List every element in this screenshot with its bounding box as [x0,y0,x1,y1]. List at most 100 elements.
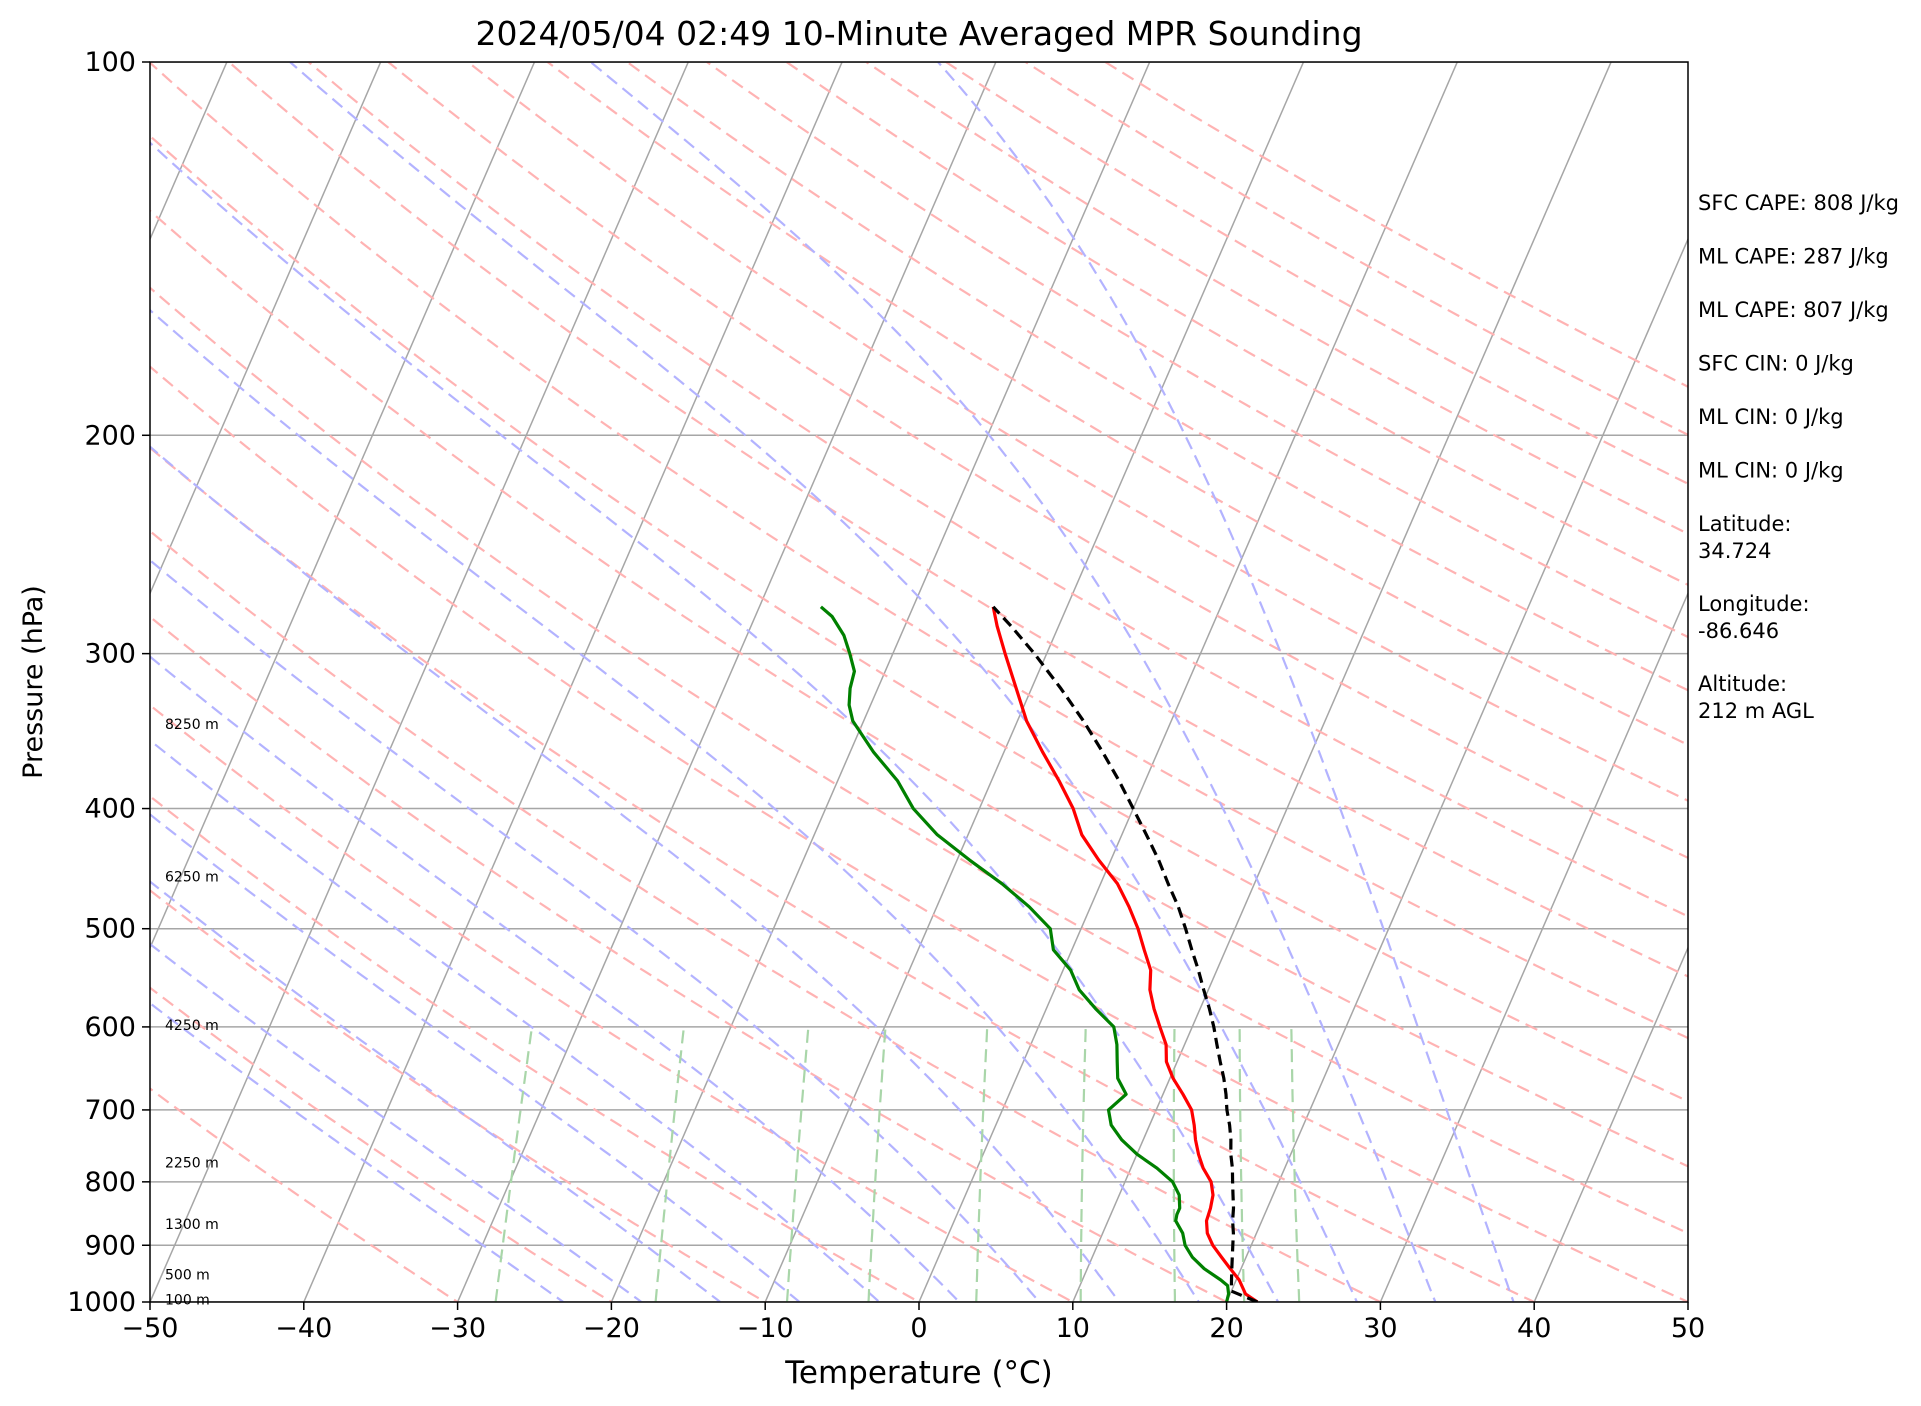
x-tick-label: 20 [1209,1313,1243,1344]
dry-adiabat-line [150,794,922,1302]
height-labels: 100 m 500 m 1300 m 2250 m 4250 m 6250 m 8250 m [165,717,219,1308]
moist-adiabat-line [150,655,961,1302]
y-tick-label: 100 [84,47,136,78]
y-tick-label: 300 [84,639,136,670]
side-panel-entry: SFC CAPE: 808 J/kg [1698,191,1899,215]
dry-adiabat-line [150,986,614,1302]
dry-adiabat-line [150,286,1688,1235]
dry-adiabat-line [150,529,1383,1302]
side-panel: SFC CAPE: 808 J/kg ML CAPE: 287 J/kg ML CA… [1698,191,1899,723]
side-panel-entry: Latitude: 34.724 [1698,512,1792,563]
mixing-ratio-line [975,1026,989,1302]
moist-adiabat-line [150,141,1280,1302]
dry-adiabat-line [466,62,1688,802]
isotherm-line [1533,945,1688,1302]
isotherm-line [1071,62,1612,1302]
side-panel-line: Latitude: [1698,512,1792,536]
y-tick-label: 700 [84,1095,136,1126]
dry-adiabat-line [150,134,1688,1103]
mixing-ratio-line [867,1026,887,1302]
y-tick-label: 800 [84,1167,136,1198]
isotherm-line [918,62,1459,1302]
data-series [819,605,1259,1302]
mixing-ratio-line [1079,1026,1087,1302]
side-panel-line: -86.646 [1698,619,1779,643]
dry-adiabat-line [150,1087,460,1302]
dry-adiabat-line [150,446,1537,1302]
y-tick-label: 200 [84,420,136,451]
isotherm-line [456,62,997,1302]
background-lines [150,62,1688,1302]
x-tick-label: −50 [122,1313,179,1344]
dry-adiabat-line [306,62,1688,918]
dry-adiabat-line [150,62,1688,1040]
y-tick-label: 900 [84,1230,136,1261]
y-tick-label: 600 [84,1012,136,1043]
mixing-ratio-line [1290,1026,1301,1302]
moist-adiabat-line [150,1001,566,1302]
height-label: 4250 m [165,1018,219,1034]
side-panel-line: ML CAPE: 287 J/kg [1698,245,1889,269]
y-axis-title: Pressure (hPa) [18,585,49,779]
side-panel-line: Altitude: [1698,672,1787,696]
x-axis-title: Temperature (°C) [784,1355,1053,1391]
x-tick-label: 0 [910,1313,927,1344]
side-panel-entry: ML CAPE: 287 J/kg [1698,245,1889,269]
side-panel-line: SFC CIN: 0 J/kg [1698,352,1854,376]
x-tick-label: −10 [737,1313,794,1344]
mixing-ratio-line [494,1026,534,1302]
isotherm-line [1225,237,1688,1302]
moist-adiabat-line [150,738,881,1302]
height-label: 8250 m [165,717,219,733]
moist-adiabat-line [937,62,1515,1302]
x-axis: −50 −40 −30 −20 −10 0 10 20 30 40 50 [122,1302,1705,1344]
x-tick-label: 10 [1056,1313,1090,1344]
isotherm-line [302,62,843,1302]
side-panel-line: Longitude: [1698,592,1810,616]
mixing-ratio-line [1238,1026,1246,1302]
parcel-profile-line [992,605,1259,1302]
y-tick-label: 500 [84,914,136,945]
isotherm-line [150,62,228,242]
x-tick-label: −40 [275,1313,332,1344]
side-panel-entry: Longitude: -86.646 [1698,592,1810,643]
height-label: 500 m [165,1267,210,1283]
dry-adiabat-line [705,62,1688,639]
x-tick-label: −30 [429,1313,486,1344]
dry-adiabat-line [150,209,1688,1168]
side-panel-entry: ML CIN: 0 J/kg [1698,459,1844,483]
height-label: 100 m [165,1292,210,1308]
side-panel-entry: Altitude: 212 m AGL [1698,672,1814,723]
moist-adiabat-line [150,308,1201,1302]
dry-adiabat-line [150,888,768,1302]
temperature-profile-line [991,606,1259,1302]
height-label: 6250 m [165,870,219,886]
moist-adiabat-line [289,62,1359,1302]
side-panel-line: ML CIN: 0 J/kg [1698,405,1844,429]
dry-adiabat-line [150,365,1688,1302]
side-panel-line: ML CIN: 0 J/kg [1698,459,1844,483]
x-tick-label: 50 [1671,1313,1705,1344]
y-tick-label: 1000 [67,1287,136,1318]
mixing-ratio-line [785,1026,810,1302]
height-label: 2250 m [165,1156,219,1172]
y-axis: 1000 900 800 700 600 500 400 300 200 100 [67,47,150,1318]
moist-adiabat-line [150,880,723,1302]
dewpoint-profile-line [819,605,1231,1302]
isotherm-line [1379,591,1688,1302]
mixing-ratio-line [654,1026,685,1302]
side-panel-entry: SFC CIN: 0 J/kg [1698,352,1854,376]
moist-adiabat-line [589,62,1437,1302]
y-tick-label: 400 [84,794,136,825]
isotherm-line [150,62,536,950]
side-panel-line: 212 m AGL [1698,699,1814,723]
chart-title: 2024/05/04 02:49 10-Minute Averaged MPR … [475,14,1362,53]
side-panel-line: ML CAPE: 807 J/kg [1698,298,1889,322]
x-tick-label: 30 [1363,1313,1397,1344]
isotherm-line [150,62,382,596]
moist-adiabat-line [150,942,644,1302]
moist-adiabat-line [150,558,1041,1302]
side-panel-line: SFC CAPE: 808 J/kg [1698,191,1899,215]
